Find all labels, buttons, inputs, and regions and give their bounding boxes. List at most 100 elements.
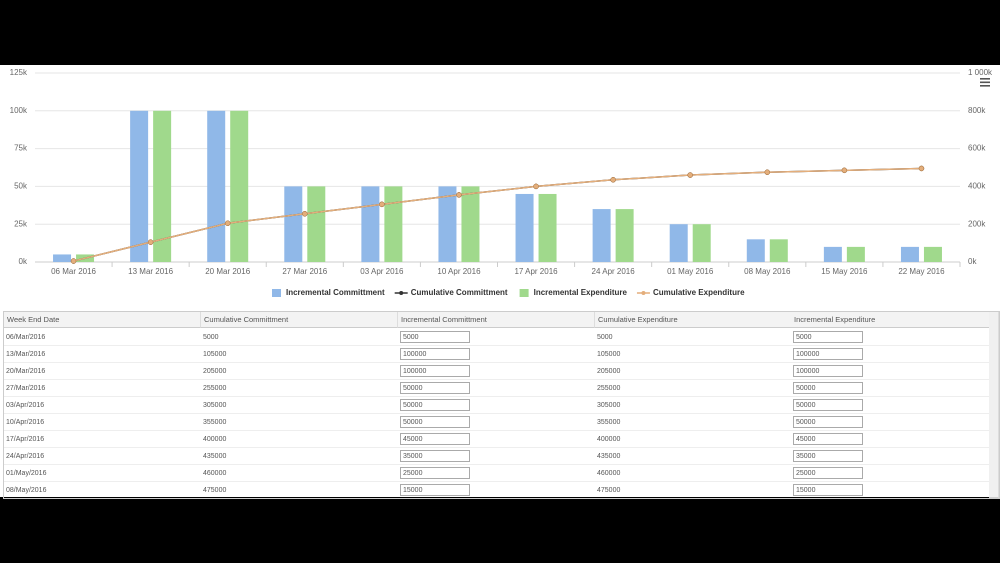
cell-text: 475000 <box>597 487 621 494</box>
column-header[interactable]: Cumulative Committment <box>201 312 398 328</box>
input-field[interactable]: 50000 <box>400 399 470 411</box>
legend-label: Incremental Expenditure <box>534 288 628 297</box>
input-field[interactable]: 50000 <box>793 382 863 394</box>
row <box>4 397 989 414</box>
menu-icon[interactable] <box>980 78 990 87</box>
y-tick-label: 75k <box>14 144 28 153</box>
legend-label: Cumulative Committment <box>411 288 508 297</box>
input-field[interactable]: 100000 <box>793 365 863 377</box>
column-header[interactable]: Incremental Expenditure <box>791 312 991 328</box>
cell-text: 475000 <box>203 487 227 494</box>
input-field[interactable]: 5000 <box>793 331 863 343</box>
cell-text: 255000 <box>203 385 227 392</box>
input-field[interactable]: 15000 <box>400 484 470 496</box>
bar <box>923 246 942 262</box>
line-marker <box>841 167 848 174</box>
cell-text: 01/May/2016 <box>6 470 47 477</box>
y-tick-label: 25k <box>14 219 28 228</box>
column-header[interactable]: Cumulative Expenditure <box>595 312 792 328</box>
bar <box>692 224 711 262</box>
line <box>73 167 922 262</box>
x-tick-label: 03 Apr 2016 <box>360 267 404 276</box>
cell-text: 205000 <box>203 368 227 375</box>
cell-text: 400000 <box>597 436 621 443</box>
cell-text: 435000 <box>597 453 621 460</box>
input-field[interactable]: 25000 <box>793 467 863 479</box>
legend-label: Cumulative Expenditure <box>653 288 745 297</box>
y2-tick-label: 1 000k <box>968 68 993 77</box>
bar <box>669 224 688 262</box>
line-marker <box>918 165 925 172</box>
line-marker <box>147 239 154 245</box>
input-field[interactable]: 35000 <box>793 450 863 462</box>
cell-text: 10/Apr/2016 <box>6 419 45 426</box>
y2-tick-label: 0k <box>968 257 977 266</box>
cell-text: 305000 <box>203 402 227 409</box>
row <box>4 346 989 363</box>
cell-text: 5000 <box>597 334 613 341</box>
cell-text: 205000 <box>597 368 621 375</box>
input-field[interactable]: 50000 <box>793 399 863 411</box>
column-header[interactable]: Incremental Committment <box>398 312 595 328</box>
row <box>4 431 989 448</box>
cell-text: 03/Apr/2016 <box>6 402 45 409</box>
x-tick-label: 22 May 2016 <box>898 267 945 276</box>
input-field[interactable]: 100000 <box>793 348 863 360</box>
row <box>4 363 989 380</box>
y-tick-label: 125k <box>10 68 28 77</box>
x-tick-label: 20 Mar 2016 <box>205 267 250 276</box>
cell-text: 24/Apr/2016 <box>6 453 45 460</box>
cell-text: 5000 <box>203 334 219 341</box>
y2-tick-label: 400k <box>968 182 986 191</box>
line-marker <box>687 172 693 178</box>
bar <box>823 246 842 262</box>
bar <box>615 209 634 262</box>
bar <box>746 239 765 262</box>
bar <box>592 209 611 262</box>
input-field[interactable]: 45000 <box>793 433 863 445</box>
line-marker <box>379 201 385 208</box>
cell-text: 08/May/2016 <box>6 487 47 494</box>
input-field[interactable]: 50000 <box>793 416 863 428</box>
line-marker <box>610 177 616 183</box>
row <box>4 448 989 465</box>
input-field[interactable]: 5000 <box>400 331 470 343</box>
bar <box>538 193 557 262</box>
row <box>4 414 989 431</box>
cell-text: 20/Mar/2016 <box>6 368 46 375</box>
input-field[interactable]: 100000 <box>400 365 470 377</box>
cell-text: 105000 <box>203 351 227 358</box>
input-field[interactable]: 50000 <box>400 416 470 428</box>
cell-text: 355000 <box>597 419 621 426</box>
legend-swatch <box>399 291 404 295</box>
x-tick-label: 01 May 2016 <box>667 267 714 276</box>
bar <box>438 186 457 262</box>
column-header[interactable]: Week End Date <box>4 312 201 328</box>
bar <box>384 186 403 262</box>
y2-tick-label: 600k <box>968 144 986 153</box>
y-tick-label: 0k <box>19 257 28 266</box>
bar <box>515 193 534 262</box>
bar <box>207 110 226 262</box>
chart: 0k 25k 50k 75k 100k 125k 0k 200k 400k 600k 800k 1 0… <box>10 68 993 297</box>
legend-swatch <box>272 289 281 297</box>
input-field[interactable]: 45000 <box>400 433 470 445</box>
input-field[interactable]: 25000 <box>400 467 470 479</box>
input-field[interactable]: 15000 <box>793 484 863 496</box>
legend-swatch <box>519 289 529 297</box>
x-tick-label: 24 Apr 2016 <box>592 267 636 276</box>
input-field[interactable]: 100000 <box>400 348 470 360</box>
data-grid: Week End Date Cumulative Committment Incre… <box>3 311 1000 499</box>
line-marker <box>70 258 77 264</box>
bar <box>153 110 172 262</box>
x-tick-label: 06 Mar 2016 <box>51 267 96 276</box>
input-field[interactable]: 50000 <box>400 382 470 394</box>
x-tick-label: 13 Mar 2016 <box>128 267 173 276</box>
input-field[interactable]: 35000 <box>400 450 470 462</box>
scrollbar <box>989 312 999 498</box>
bar <box>846 246 865 262</box>
cell-text: 355000 <box>203 419 227 426</box>
line-marker <box>302 211 308 217</box>
legend-swatch <box>641 291 646 295</box>
